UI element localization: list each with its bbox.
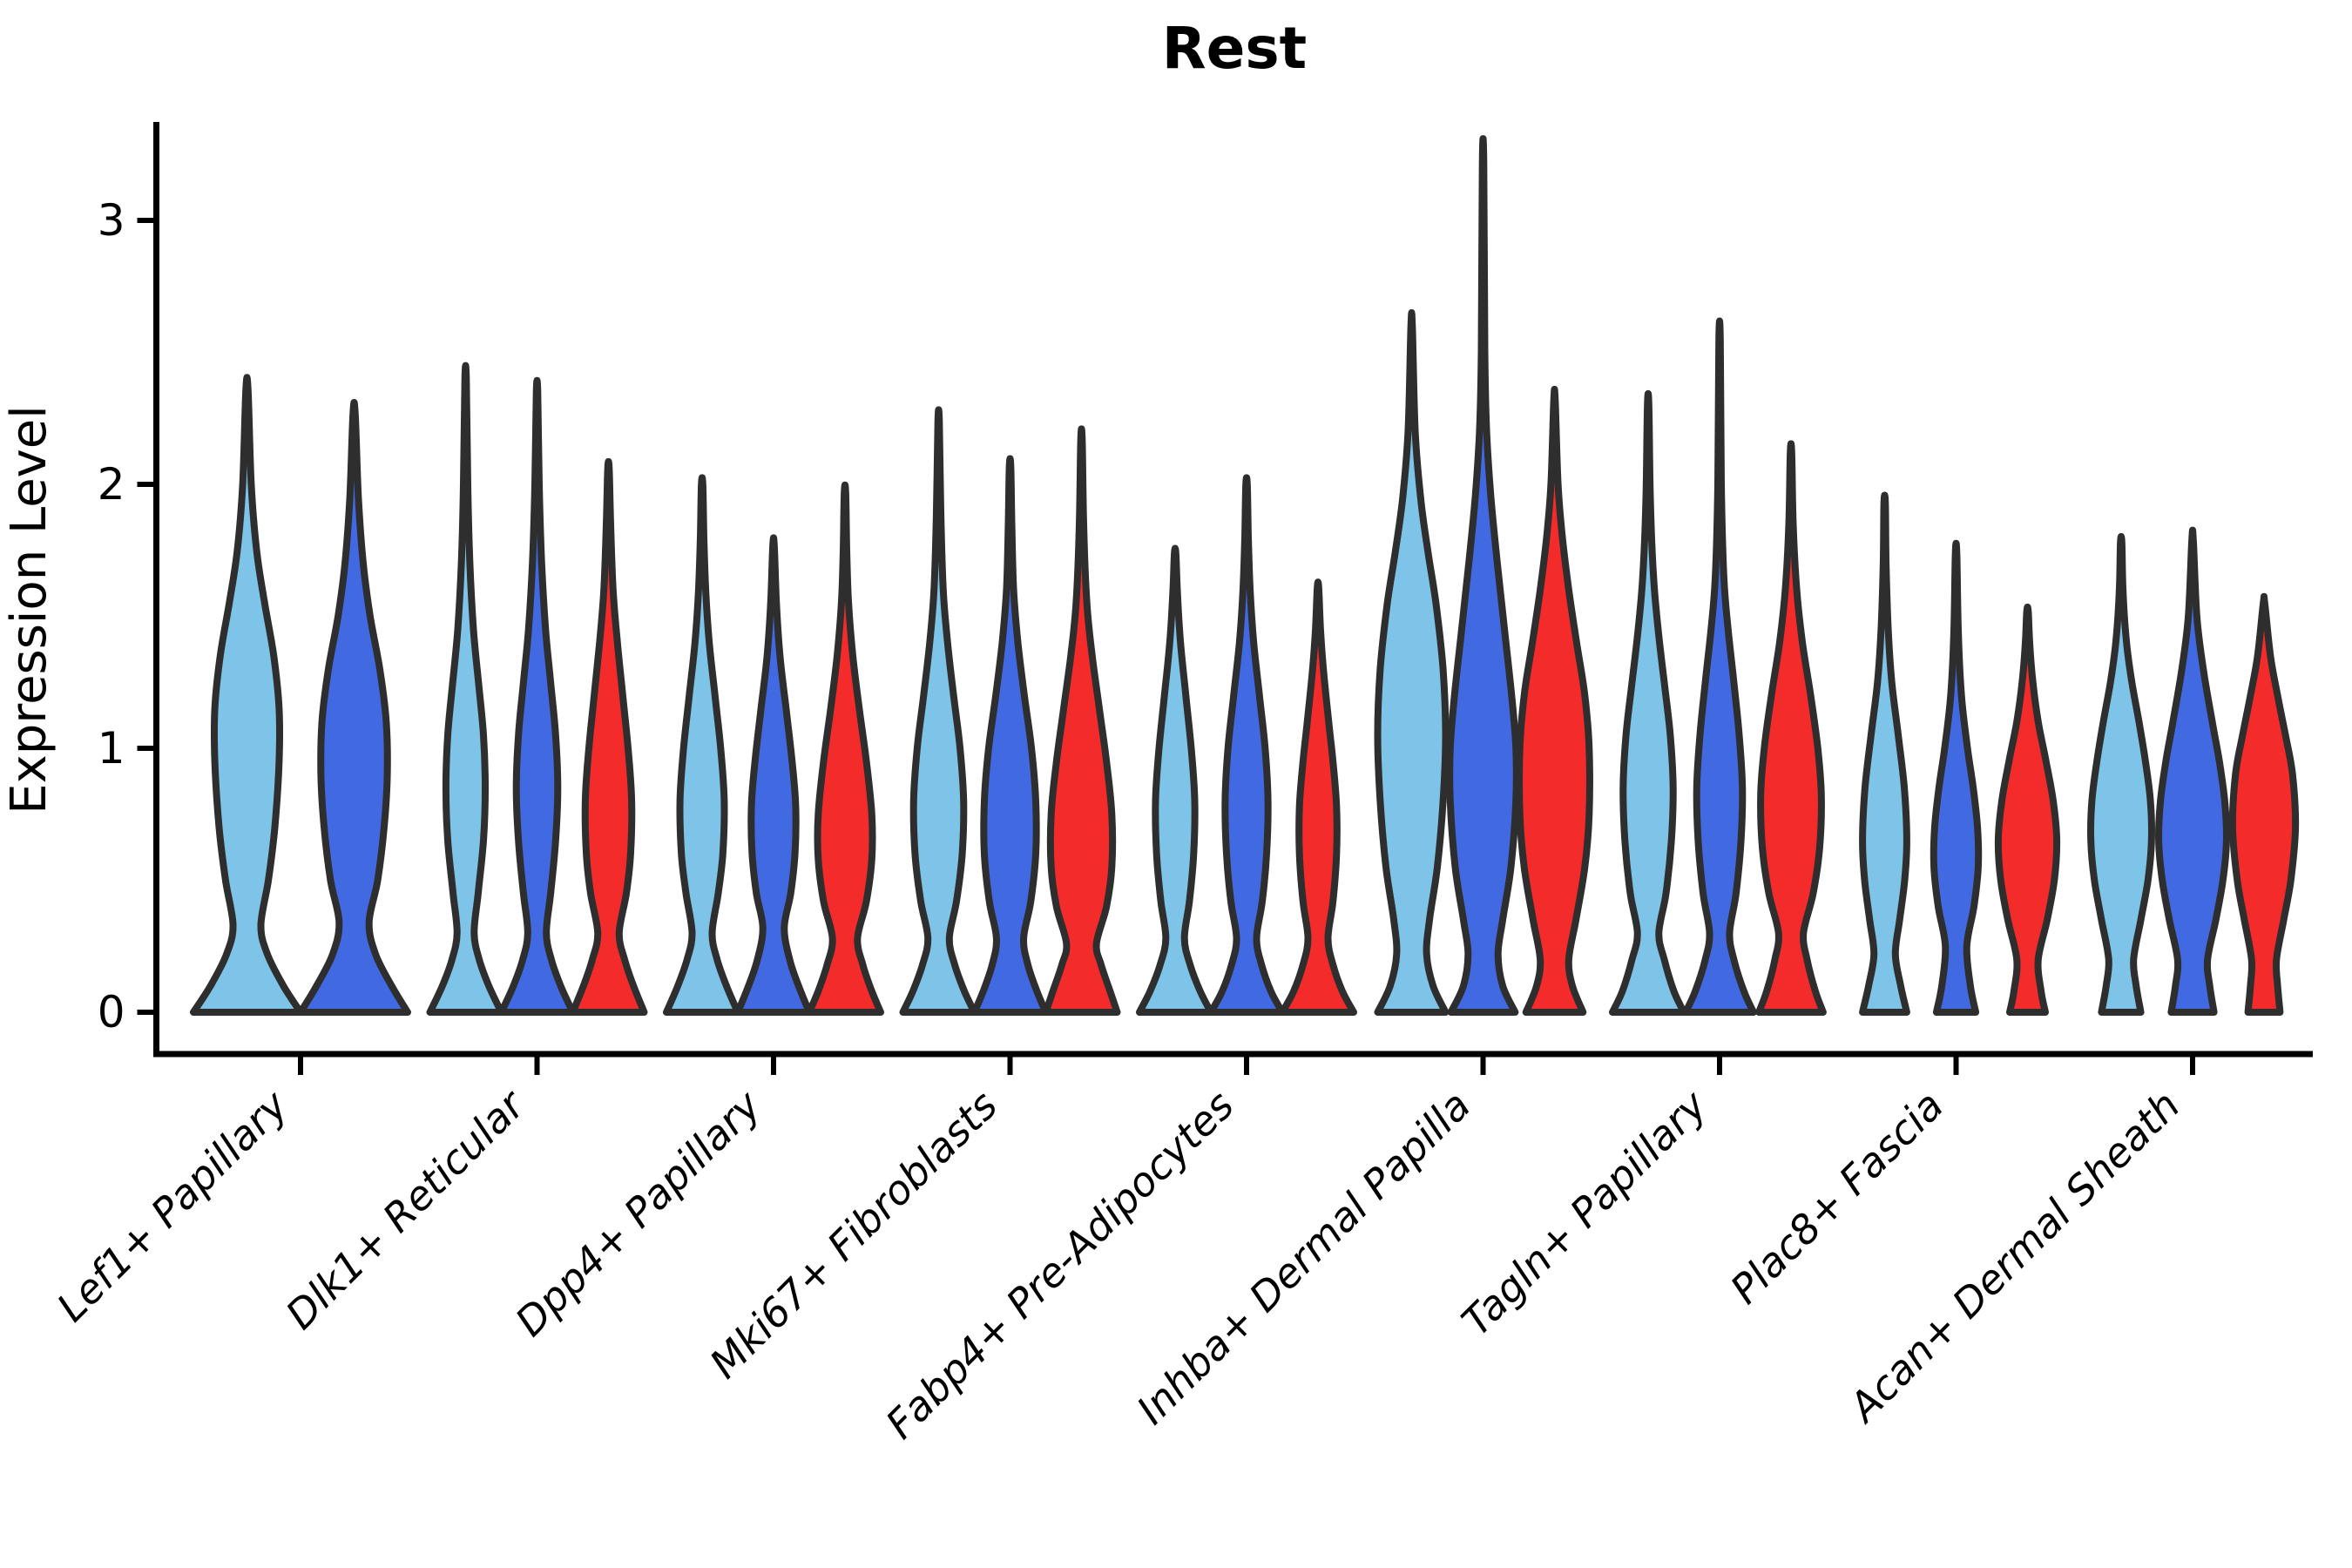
x-tick-label-7: Tagln+ Papillary [1452,1081,1716,1345]
violin-plac8-fascia-s3 [1994,603,2061,1016]
violin-plac8-fascia-s2 [1930,539,1983,1016]
violin-mki67-fibroblasts-s3 [1042,425,1121,1016]
violin-tagln-papillary-s2 [1682,317,1757,1016]
violin-acan-dermal-sheath-s1 [2087,532,2155,1016]
y-tick-label-0: 0 [98,987,125,1037]
violins-layer [190,135,2300,1016]
x-tick-label-1: Lef1+ Papillary [48,1081,297,1330]
violin-dlk1-reticular-s3 [569,457,648,1016]
violin-inhba-dermal-papilla-s1 [1374,309,1450,1016]
violin-dpp4-papillary-s1 [663,474,741,1016]
violin-tagln-papillary-s1 [1609,389,1687,1016]
violin-lef1-papillary-s1 [190,374,304,1016]
y-tick-label-2: 2 [98,459,125,510]
violin-dlk1-reticular-s2 [497,376,577,1016]
x-tick-label-3: Dpp4+ Papillary [506,1081,770,1345]
violin-fabp4-pre-adipocytes-s3 [1279,578,1357,1016]
violin-inhba-dermal-papilla-s2 [1446,135,1520,1016]
violin-mki67-fibroblasts-s1 [899,406,978,1016]
violin-fabp4-pre-adipocytes-s1 [1136,544,1214,1016]
violin-dpp4-papillary-s3 [806,481,884,1016]
violin-tagln-papillary-s3 [1755,440,1827,1016]
violin-lef1-papillary-s2 [297,399,411,1016]
violin-plac8-fascia-s1 [1859,491,1910,1016]
violin-mki67-fibroblasts-s2 [970,455,1050,1016]
chart-title: Rest [1162,15,1307,82]
x-tick-label-8: Plac8+ Fascia [1721,1082,1952,1313]
violin-dpp4-papillary-s2 [734,534,813,1016]
violin-dlk1-reticular-s1 [426,362,505,1016]
y-tick-label-1: 1 [98,723,125,774]
y-axis-label: Expression Level [1,405,57,814]
violin-acan-dermal-sheath-s3 [2228,592,2300,1016]
violin-inhba-dermal-papilla-s3 [1516,385,1593,1016]
y-tick-label-3: 3 [98,195,125,246]
violin-fabp4-pre-adipocytes-s2 [1207,474,1286,1016]
x-tick-label-2: Dlk1+ Reticular [277,1079,536,1338]
violin-acan-dermal-sheath-s2 [2155,526,2230,1016]
